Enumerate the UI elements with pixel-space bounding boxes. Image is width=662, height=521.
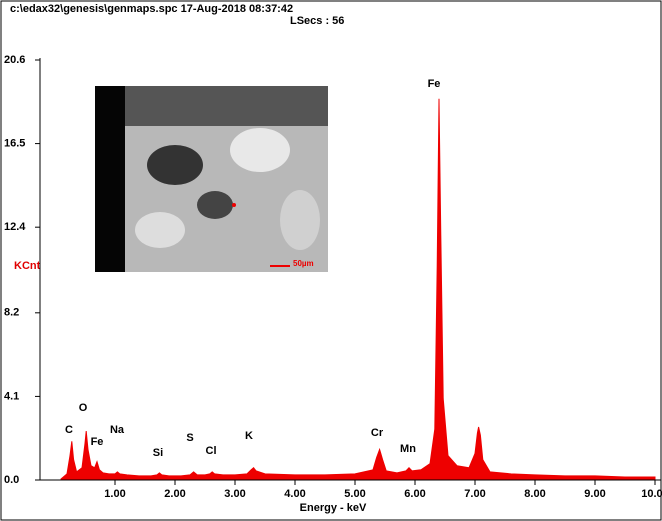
chart: c:\edax32\genesis\genmaps.spc 17-Aug-201…: [0, 0, 662, 521]
x-tick-label: 1.00: [104, 488, 125, 500]
y-axis-label: KCnt: [14, 260, 41, 272]
peak-label: C: [65, 424, 73, 436]
peak-label: S: [186, 432, 193, 444]
x-tick-label: 2.00: [164, 488, 185, 500]
peak-label: Fe: [91, 436, 104, 448]
peak-label: O: [79, 402, 88, 414]
y-tick-label: 8.2: [4, 307, 19, 319]
y-tick-label: 4.1: [4, 390, 19, 402]
y-tick-label: 20.6: [4, 54, 25, 66]
x-tick-label: 9.00: [584, 488, 605, 500]
peak-label: K: [245, 430, 253, 442]
inset-label: 50µm: [293, 259, 314, 268]
page: {"chart_data": {"type": "area", "header"…: [0, 0, 662, 521]
peak-label: Na: [110, 424, 125, 436]
x-tick-label: 7.00: [464, 488, 485, 500]
peak-label: Cr: [371, 427, 384, 439]
x-tick-label: 8.00: [524, 488, 545, 500]
peak-label: Si: [153, 447, 163, 459]
peak-label: Fe: [428, 78, 441, 90]
inset-image: 50µm: [95, 86, 328, 272]
peak-label: Mn: [400, 443, 416, 455]
y-tick-label: 12.4: [4, 221, 26, 233]
x-axis-label: Energy - keV: [300, 502, 367, 514]
header: c:\edax32\genesis\genmaps.spc 17-Aug-201…: [10, 3, 293, 15]
y-tick-label: 0.0: [4, 474, 19, 486]
x-tick-label: 3.00: [224, 488, 245, 500]
subheader: LSecs : 56: [290, 15, 344, 27]
peak-label: Cl: [206, 445, 217, 457]
x-tick-label: 4.00: [284, 488, 305, 500]
x-tick-label: 5.00: [344, 488, 365, 500]
y-tick-label: 16.5: [4, 137, 25, 149]
x-tick-label: 10.00: [641, 488, 662, 500]
x-tick-label: 6.00: [404, 488, 425, 500]
